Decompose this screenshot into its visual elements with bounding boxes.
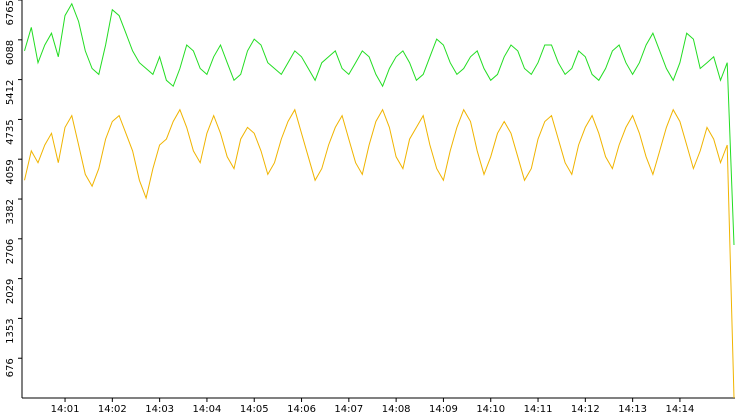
x-tick-label: 14:03	[145, 404, 174, 415]
x-tick-label: 14:06	[287, 404, 316, 415]
series-line	[24, 2, 735, 246]
x-tick-label: 14:04	[193, 404, 222, 415]
x-tick-label: 14:11	[524, 404, 553, 415]
y-tick-label: 4059	[5, 159, 16, 184]
x-tick-label: 14:07	[334, 404, 363, 415]
x-tick-label: 14:08	[382, 404, 411, 415]
x-tick-label: 14:02	[98, 404, 127, 415]
x-tick-label: 14:14	[666, 404, 695, 415]
y-tick-label: 4735	[5, 119, 16, 144]
y-tick-label: 6088	[5, 40, 16, 65]
x-tick-label: 14:10	[476, 404, 505, 415]
x-tick-label: 14:05	[240, 404, 269, 415]
x-tick-label: 14:09	[429, 404, 458, 415]
y-tick-label: 6765	[5, 0, 16, 25]
series-line	[24, 108, 735, 399]
x-tick-label: 14:01	[51, 404, 80, 415]
y-tick-label: 3382	[5, 199, 16, 224]
x-tick-label: 14:13	[618, 404, 647, 415]
y-tick-label: 676	[5, 358, 16, 377]
y-tick-label: 2029	[5, 279, 16, 304]
y-tick-label: 2706	[5, 239, 16, 264]
y-tick-label: 5412	[5, 80, 16, 105]
x-tick-label: 14:12	[571, 404, 600, 415]
y-tick-label: 1353	[5, 318, 16, 343]
